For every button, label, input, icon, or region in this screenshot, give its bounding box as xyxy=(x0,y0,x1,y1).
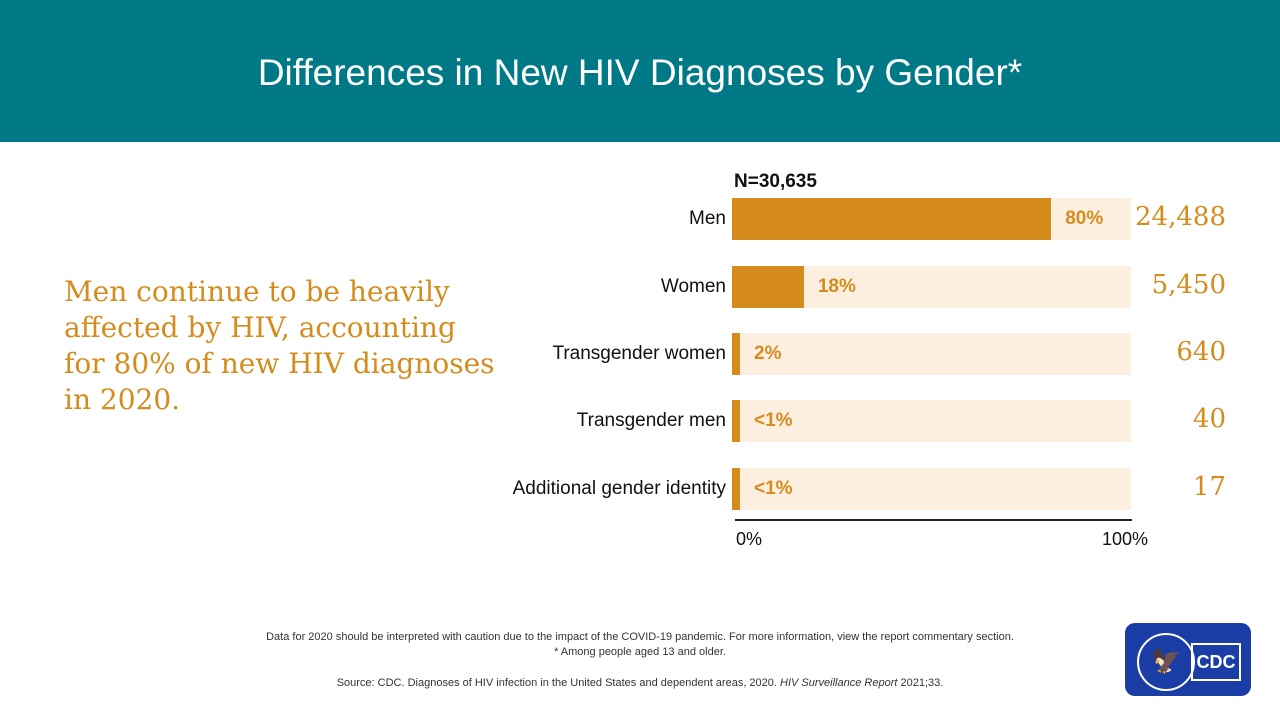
category-label: Women xyxy=(660,276,726,297)
source-text: Source: CDC. Diagnoses of HIV infection … xyxy=(336,677,777,689)
bar-track: 2% xyxy=(732,333,1131,375)
bar-track: <1% xyxy=(732,400,1131,442)
category-label: Transgender women xyxy=(552,343,726,364)
count-label: 5,450 xyxy=(1151,270,1226,300)
bar-additional-gender-identity xyxy=(732,468,740,510)
data-label: 18% xyxy=(817,276,856,297)
hhs-eagle-icon: 🦅 xyxy=(1137,633,1195,691)
bar-women xyxy=(732,266,804,308)
count-label: 24,488 xyxy=(1135,202,1226,232)
category-label: Men xyxy=(689,208,726,229)
count-label: 640 xyxy=(1176,337,1226,367)
data-label: <1% xyxy=(754,478,793,499)
category-label: Additional gender identity xyxy=(512,478,726,499)
total-label: N=30,635 xyxy=(734,171,817,192)
page-title: Differences in New HIV Diagnoses by Gend… xyxy=(257,52,1023,93)
data-label: <1% xyxy=(754,410,793,431)
header-banner: Differences in New HIV Diagnoses by Gend… xyxy=(0,0,1280,142)
count-label: 40 xyxy=(1192,404,1226,434)
cdc-logo: 🦅 CDC xyxy=(1125,623,1251,696)
footnote-asterisk: * Among people aged 13 and older. xyxy=(554,646,726,658)
data-label: 2% xyxy=(754,343,782,364)
tick-label-100: 100% xyxy=(1102,529,1149,549)
footnote-covid: Data for 2020 should be interpreted with… xyxy=(266,631,1014,643)
bar-men xyxy=(732,198,1052,240)
source-line: Source: CDC. Diagnoses of HIV infection … xyxy=(160,677,1120,689)
cdc-logo-text: CDC xyxy=(1191,643,1241,681)
count-label: 17 xyxy=(1192,472,1226,502)
bar-track: 18% xyxy=(732,266,1131,308)
callout-text: Men continue to be heavily affected by H… xyxy=(64,275,495,416)
source-end: 2021;33. xyxy=(900,677,944,689)
bar-track: 80% xyxy=(732,198,1131,240)
bar-transgender-women xyxy=(732,333,740,375)
category-label: Transgender men xyxy=(576,410,726,431)
bar-track: <1% xyxy=(732,468,1131,510)
x-axis-line xyxy=(735,519,1132,521)
tick-label-0: 0% xyxy=(736,529,763,549)
source-report: HIV Surveillance Report xyxy=(780,677,898,689)
data-label: 80% xyxy=(1065,208,1104,229)
bar-transgender-men xyxy=(732,400,740,442)
